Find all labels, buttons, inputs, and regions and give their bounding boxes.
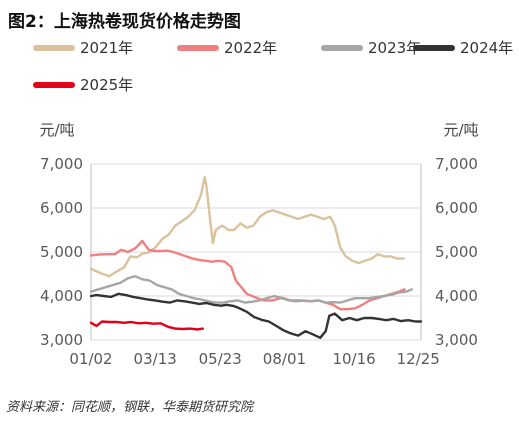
y-tick-label-left: 6,000: [40, 199, 83, 217]
left-axis-unit: 元/吨: [39, 121, 74, 139]
legend-label: 2021年: [80, 39, 133, 57]
x-tick-label: 03/13: [134, 350, 177, 368]
right-y-axis: 3,000 4,000 5,000 6,000 7,000: [435, 155, 478, 349]
legend-label: 2025年: [80, 76, 133, 94]
gridlines: [90, 163, 422, 341]
y-tick-label-left: 3,000: [40, 331, 83, 349]
x-tick-label: 08/01: [263, 350, 306, 368]
y-tick-label-right: 6,000: [435, 199, 478, 217]
y-tick-label-left: 4,000: [40, 287, 83, 305]
source-note: 资料来源：同花顺，钢联，华泰期货研究院: [6, 399, 255, 415]
legend-label: 2023年: [368, 39, 421, 57]
x-tick-label: 01/02: [69, 350, 112, 368]
x-tick-label: 10/16: [332, 350, 375, 368]
series-line: [89, 292, 423, 339]
x-axis: 01/02 03/13 05/23 08/01 10/16 12/25: [69, 350, 439, 368]
series-line: [89, 176, 405, 278]
series-line: [89, 320, 204, 331]
legend: 2021年 2022年 2023年 2024年 2025年: [33, 39, 513, 94]
y-tick-label-right: 4,000: [435, 287, 478, 305]
left-y-axis: 3,000 4,000 5,000 6,000 7,000: [40, 155, 83, 349]
y-tick-label-left: 5,000: [40, 243, 83, 261]
y-tick-label-left: 7,000: [40, 155, 83, 173]
x-tick-label: 12/25: [397, 350, 440, 368]
x-tick-label: 05/23: [199, 350, 242, 368]
y-tick-label-right: 3,000: [435, 331, 478, 349]
chart-title: 图2：上海热卷现货价格走势图: [8, 11, 241, 32]
legend-label: 2024年: [460, 39, 513, 57]
y-tick-label-right: 7,000: [435, 155, 478, 173]
legend-label: 2022年: [224, 39, 277, 57]
right-axis-unit: 元/吨: [443, 121, 478, 139]
y-tick-label-right: 5,000: [435, 243, 478, 261]
series-line: [89, 275, 413, 304]
series-lines: [89, 176, 423, 339]
series-line: [89, 239, 406, 311]
